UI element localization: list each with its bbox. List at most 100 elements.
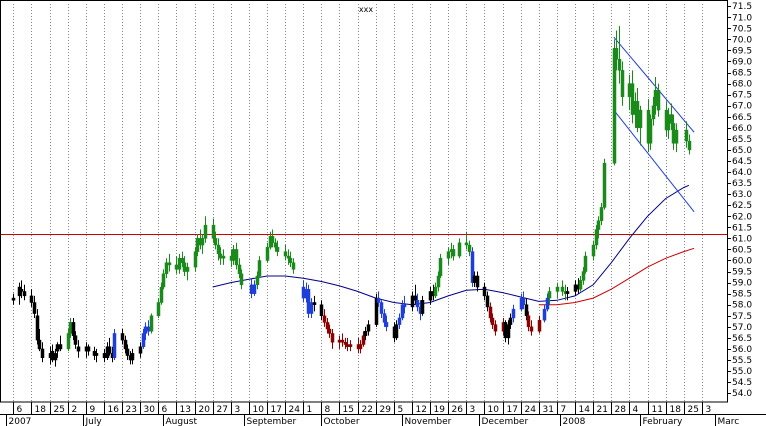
candle-body	[560, 286, 565, 292]
candle-body	[270, 235, 275, 244]
candle-body	[493, 324, 498, 332]
y-axis-label: 66.0	[732, 124, 752, 134]
x-axis-day-label: 10	[488, 405, 500, 415]
candle-body	[594, 229, 599, 246]
y-axis-label: 58.0	[732, 301, 752, 311]
candle-body	[651, 105, 656, 120]
candle-body	[112, 333, 117, 359]
x-axis-day-label: 5	[398, 405, 404, 415]
x-axis-day-label: 31	[543, 405, 554, 415]
candle-body	[273, 242, 278, 248]
y-axis-label: 67.0	[732, 102, 752, 112]
candle-body	[397, 317, 402, 325]
candle-body	[200, 238, 205, 246]
candle-body	[73, 335, 78, 345]
candle-body	[485, 295, 490, 308]
candle-body	[322, 315, 327, 323]
y-axis-label: 65.5	[732, 135, 752, 145]
x-axis-day-label: 28	[615, 405, 627, 415]
y-axis-label: 63.0	[732, 190, 752, 200]
moving-average-slow-line	[538, 247, 695, 306]
candle-body	[203, 224, 208, 239]
candle-body	[614, 47, 619, 60]
candle-body	[130, 353, 135, 361]
candle-body	[488, 306, 493, 319]
channel-line	[613, 109, 695, 213]
candle-body	[76, 346, 81, 352]
candle-body	[508, 317, 513, 325]
candle-body	[687, 140, 692, 151]
y-axis-label: 60.0	[732, 256, 752, 266]
candle-body	[234, 249, 239, 266]
x-axis-day-label: 7	[561, 405, 567, 415]
y-axis-label: 58.5	[732, 290, 752, 300]
candle-body	[159, 286, 164, 303]
y-axis-label: 54.0	[732, 389, 752, 399]
x-axis-day-label: 14	[579, 405, 591, 415]
candle-body	[472, 275, 477, 283]
channel-layer	[613, 36, 695, 213]
x-axis-month-label: Marc	[718, 417, 740, 426]
x-axis-month-label: December	[482, 417, 529, 426]
candle-body	[193, 251, 198, 268]
x-axis-month-label: July	[85, 417, 103, 426]
candle-body	[167, 262, 172, 266]
candle-body	[653, 89, 658, 106]
candle-body	[231, 249, 236, 261]
y-axis-label: 56.5	[732, 334, 752, 344]
candle-body	[177, 258, 182, 270]
candle-body	[283, 251, 288, 257]
candle-body	[394, 324, 399, 339]
candle-body	[358, 344, 363, 350]
y-axis-label: 63.5	[732, 179, 752, 189]
x-axis-day-label: 16	[108, 405, 120, 415]
candle-body	[446, 251, 451, 259]
x-axis-day-label: 25	[688, 405, 699, 415]
candle-body	[482, 286, 487, 297]
candle-body	[545, 297, 550, 310]
candle-body	[216, 244, 221, 255]
x-axis-day-label: 17	[507, 405, 518, 415]
candle-body	[120, 333, 125, 341]
x-axis-month-label: August	[166, 417, 198, 426]
y-axis-label: 59.0	[732, 279, 752, 289]
candle-body	[438, 258, 443, 277]
candle-body	[573, 284, 578, 292]
candle-body	[542, 308, 547, 321]
moving-average-layer	[212, 184, 695, 306]
candle-body	[68, 322, 73, 334]
candle-body	[309, 302, 314, 314]
candle-body	[348, 344, 353, 347]
x-axis-day-label: 4	[633, 405, 639, 415]
candle-body	[376, 297, 381, 303]
candle-body	[464, 242, 469, 246]
y-axis-label: 57.0	[732, 323, 752, 333]
candle-body	[612, 47, 617, 164]
candle-body	[627, 83, 632, 98]
candle-body	[565, 291, 570, 294]
candle-body	[428, 291, 433, 301]
candle-body	[325, 322, 330, 330]
candle-body	[71, 322, 76, 336]
candle-body	[180, 258, 185, 263]
x-axis-day-label: 21	[597, 405, 608, 415]
x-axis-day-label: 1	[307, 405, 313, 415]
candle-body	[143, 326, 148, 334]
candle-body	[340, 339, 345, 343]
candle-body	[22, 291, 27, 297]
x-axis-day-label: 18	[35, 405, 47, 415]
candle-body	[433, 286, 438, 297]
y-axis-label: 62.5	[732, 201, 752, 211]
candle-body	[291, 262, 296, 270]
candle-body	[521, 297, 526, 305]
x-axis-month-label: 2008	[563, 417, 586, 426]
candle-body	[410, 295, 415, 308]
x-axis-day-label: 24	[289, 405, 301, 415]
x-axis-day-label: 19	[434, 405, 446, 415]
x-axis-day-label: 3	[706, 405, 712, 415]
x-axis-day-label: 3	[235, 405, 241, 415]
candle-body	[252, 284, 257, 294]
candle-body	[524, 304, 529, 317]
candle-body	[630, 83, 635, 115]
